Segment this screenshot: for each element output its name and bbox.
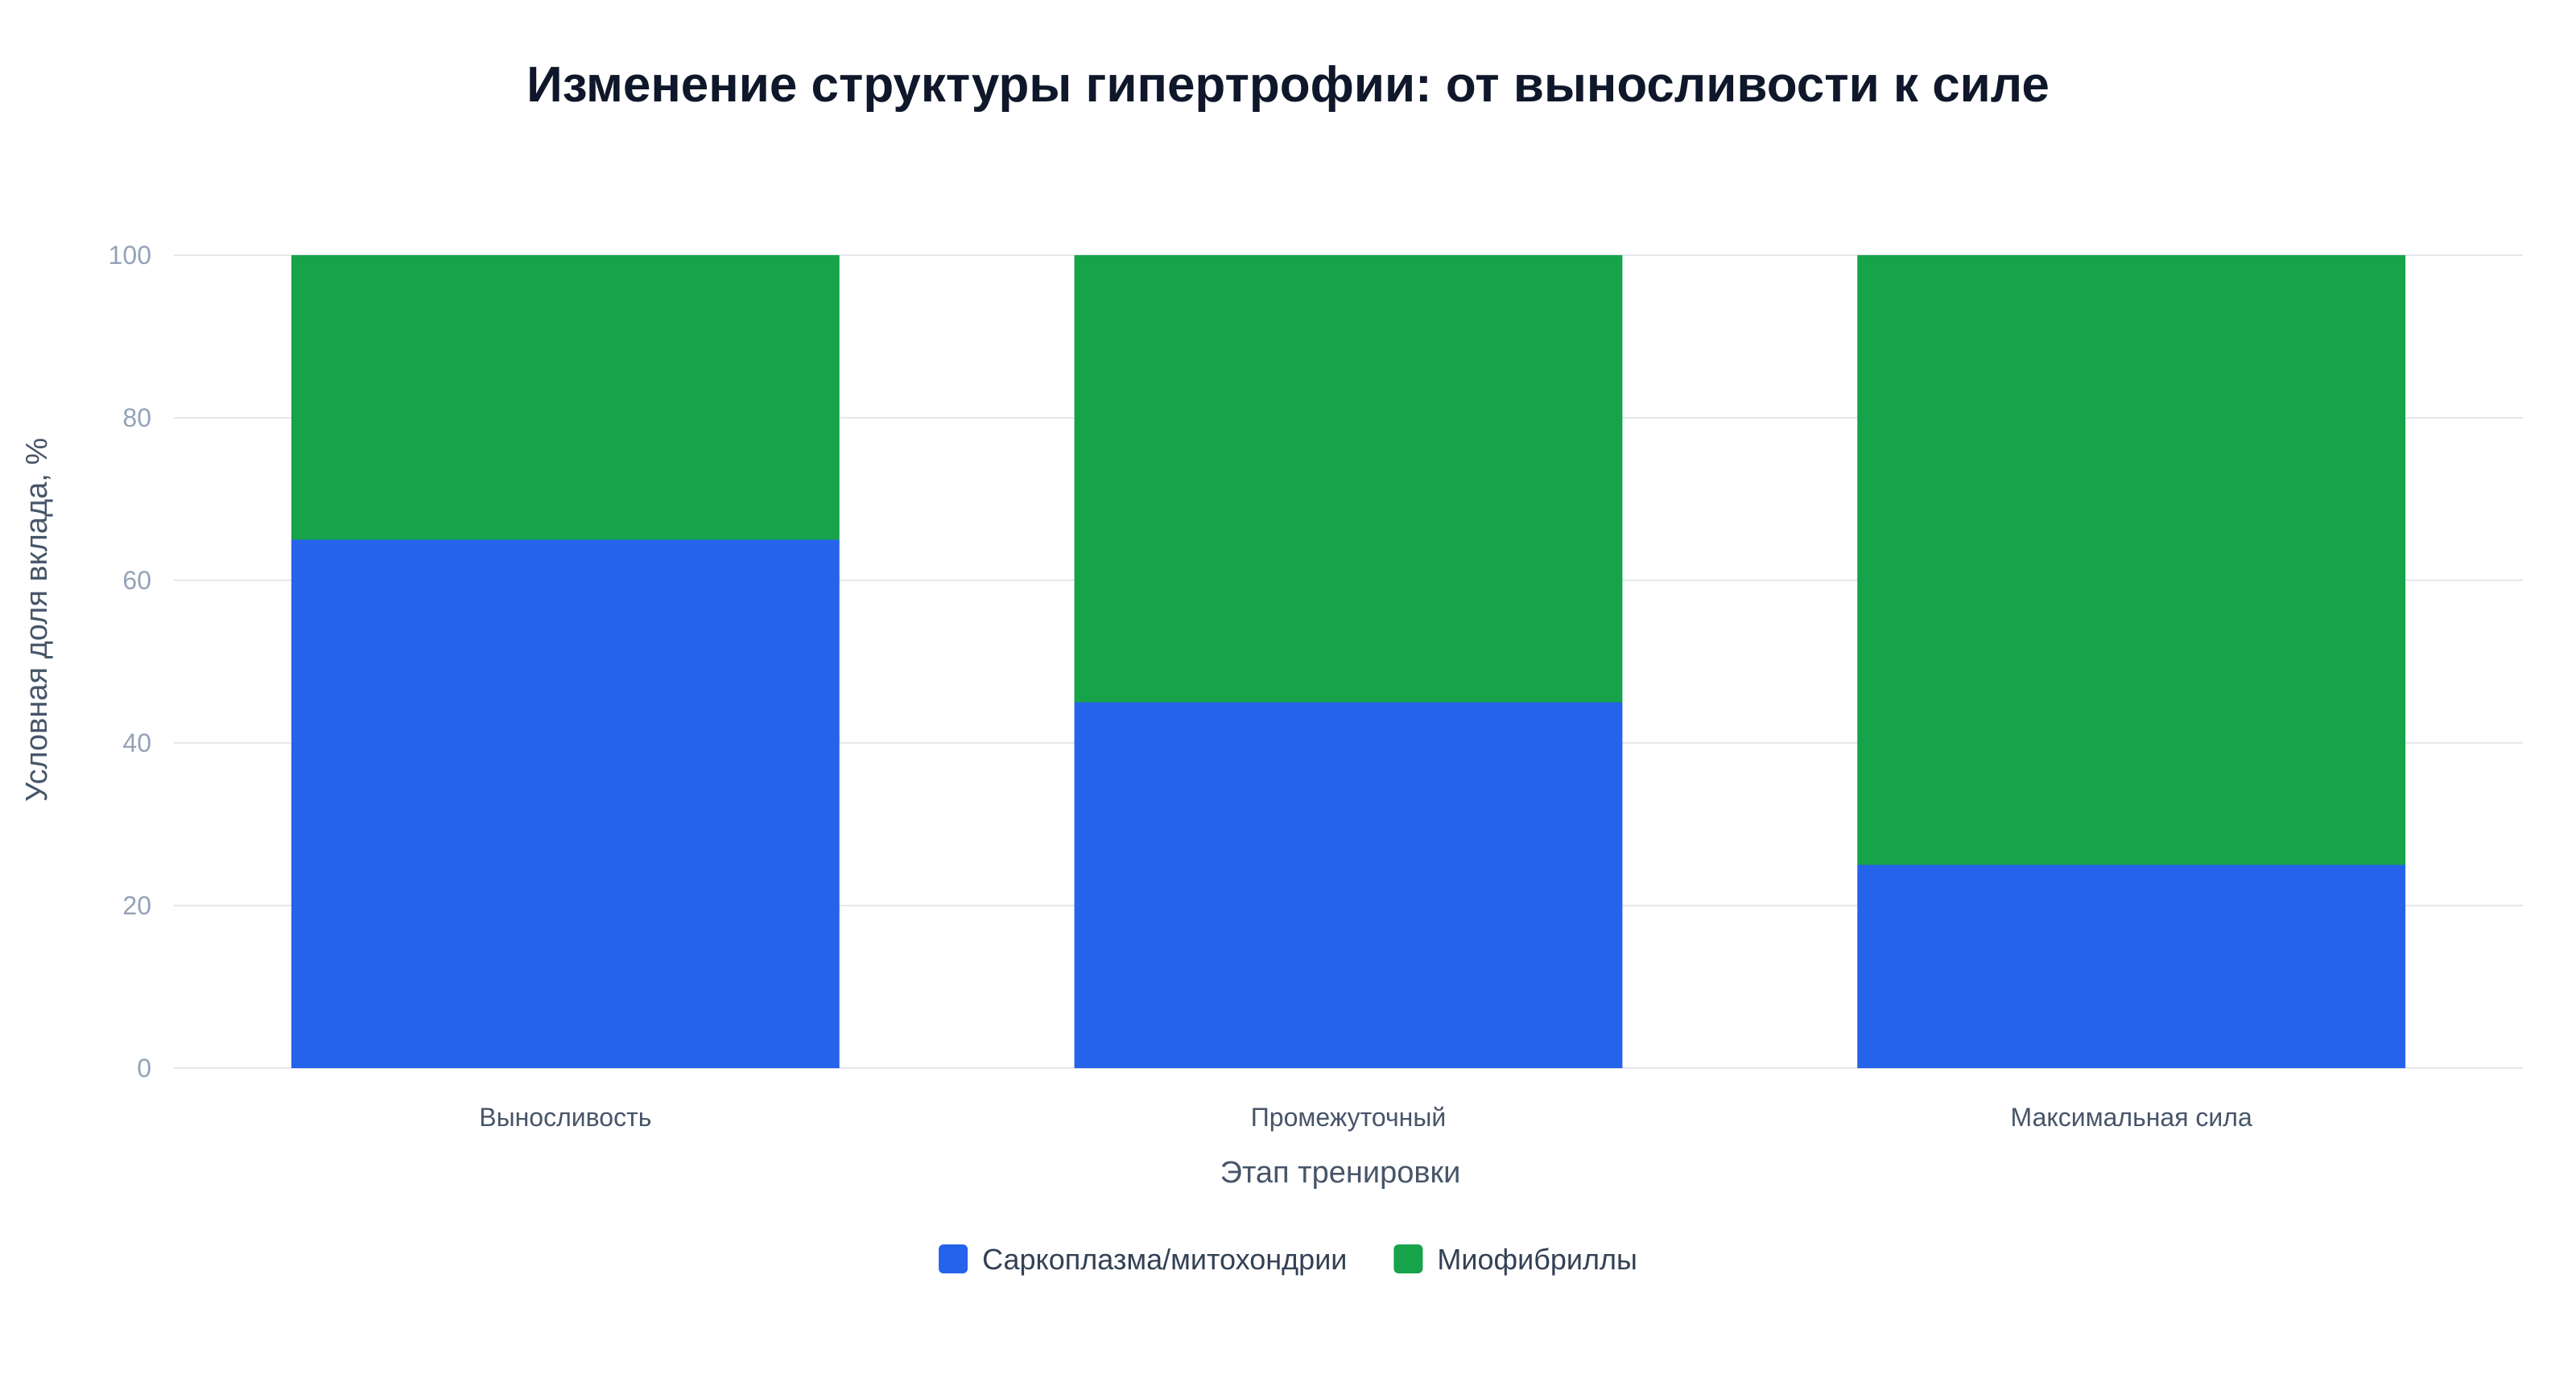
legend-swatch bbox=[939, 1244, 968, 1273]
legend-swatch bbox=[1393, 1244, 1423, 1273]
y-tick-label: 100 bbox=[109, 241, 151, 270]
y-tick-label: 40 bbox=[122, 728, 151, 757]
y-axis-ticks: 0 20 40 60 80 100 bbox=[109, 241, 151, 1083]
legend-item-2[interactable]: Миофибриллы bbox=[1393, 1243, 1637, 1276]
x-tick-label: Промежуточный bbox=[1251, 1103, 1446, 1132]
legend-item-1[interactable]: Саркоплазма/митохондрии bbox=[939, 1243, 1347, 1276]
y-tick-label: 80 bbox=[122, 403, 151, 432]
bars bbox=[291, 255, 2406, 1068]
x-tick-label: Максимальная сила bbox=[2011, 1103, 2252, 1132]
x-tick-label: Выносливость bbox=[479, 1103, 651, 1132]
legend-label: Миофибриллы bbox=[1437, 1243, 1637, 1276]
y-tick-label: 20 bbox=[122, 891, 151, 920]
chart-title: Изменение структуры гипертрофии: от выно… bbox=[526, 57, 2050, 113]
bar-sarcoplasm-2 bbox=[1074, 702, 1623, 1068]
legend: Саркоплазма/митохондрии Миофибриллы bbox=[939, 1243, 1637, 1276]
x-axis-title: Этап тренировки bbox=[1220, 1156, 1461, 1190]
bar-sarcoplasm-1 bbox=[291, 539, 840, 1068]
bar-sarcoplasm-3 bbox=[1857, 864, 2406, 1068]
y-axis-title: Условная доля вклада, % bbox=[20, 438, 54, 802]
y-tick-label: 60 bbox=[122, 566, 151, 595]
x-axis-ticks: Выносливость Промежуточный Максимальная си… bbox=[479, 1103, 2252, 1132]
bar-myofibrils-3 bbox=[1857, 255, 2406, 865]
y-tick-label: 0 bbox=[137, 1054, 151, 1083]
legend-label: Саркоплазма/митохондрии bbox=[982, 1243, 1347, 1276]
bar-myofibrils-2 bbox=[1074, 255, 1623, 703]
bar-myofibrils-1 bbox=[291, 255, 840, 540]
